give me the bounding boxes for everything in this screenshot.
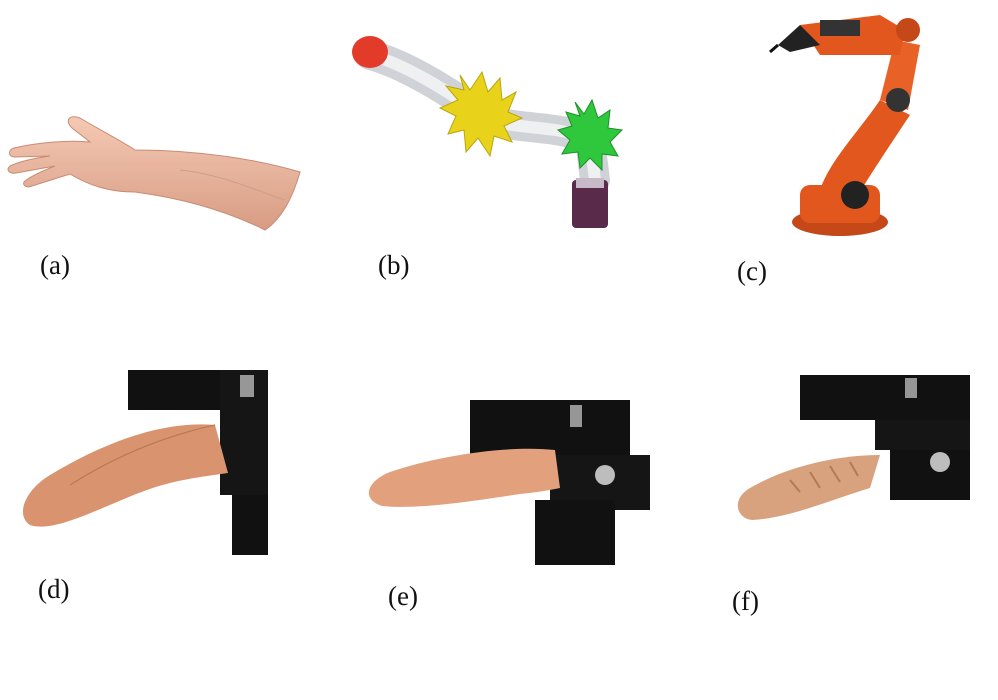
caption-d: (d): [38, 574, 70, 604]
panel-a-human-arm: [0, 100, 310, 240]
caption-f: (f): [732, 586, 759, 616]
panel-d-tongue-bracket: [10, 365, 280, 565]
soft-actuator-image: [352, 36, 624, 228]
caption-c: (c): [737, 256, 767, 286]
caption-a: (a): [40, 250, 70, 280]
tongue-bracket-f-image: [737, 375, 970, 520]
panel-e-tongue-bracket: [360, 400, 650, 570]
tongue-bracket-d-image: [22, 370, 268, 555]
panel-c-industrial-robot: [760, 0, 930, 245]
caption-b: (b): [378, 250, 410, 280]
tongue-bracket-e-image: [368, 400, 650, 565]
industrial-robot-image: [769, 15, 920, 236]
panel-b-soft-actuator: [340, 30, 640, 245]
caption-e: (e): [388, 581, 418, 611]
panel-f-tongue-bracket: [730, 370, 980, 530]
human-arm-image: [7, 116, 301, 231]
